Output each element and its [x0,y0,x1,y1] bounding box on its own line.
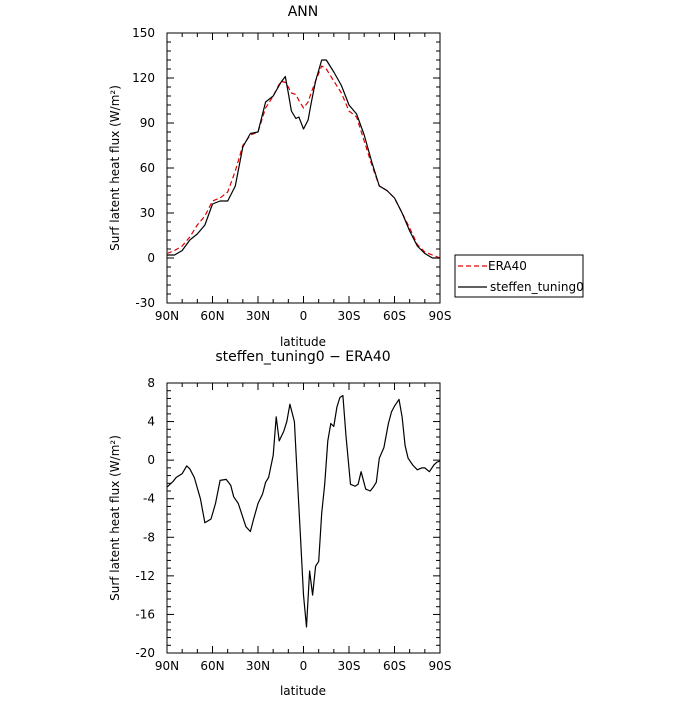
x-tick-label: 60S [383,659,406,673]
y-tick-label: -12 [135,569,155,583]
x-tick-label: 60N [200,309,224,323]
x-axis-label: latitude [280,335,326,349]
x-tick-label: 90N [155,659,179,673]
series-group [166,394,441,628]
x-tick-label: 60N [200,659,224,673]
y-ticks: -20 -16 -12 -8 -4 0 4 8 [135,376,440,660]
chart-title: ANN [288,4,319,20]
y-tick-label: 0 [147,251,155,265]
x-tick-label: 30S [338,309,361,323]
legend-label-steffen-tuning0: steffen_tuning0 [490,280,584,294]
x-ticks: 90N 60N 30N 0 30S 60S 90S [155,383,452,673]
x-tick-label: 90S [429,659,452,673]
series-line-difference [166,394,441,628]
series-line-era40 [166,65,441,259]
y-ticks: -30 0 30 60 90 120 150 [132,26,440,310]
plot-frame [166,32,441,304]
x-tick-label: 90S [429,309,452,323]
series-group [166,59,441,259]
plot-frame [166,382,441,654]
y-tick-label: 150 [132,26,155,40]
legend: ERA40 steffen_tuning0 [454,254,584,298]
x-tick-label: 30N [246,659,270,673]
y-axis-label: Surf latent heat flux (W/m²) [108,435,122,601]
x-tick-label: 0 [300,309,308,323]
legend-box [454,254,584,298]
y-tick-label: 90 [140,116,155,130]
x-axis-label: latitude [280,684,326,698]
x-tick-label: 90N [155,309,179,323]
y-axis-label: Surf latent heat flux (W/m²) [108,85,122,251]
x-tick-label: 0 [300,659,308,673]
chart-title: steffen_tuning0 − ERA40 [215,349,390,365]
y-tick-label: -30 [135,296,155,310]
x-tick-label: 60S [383,309,406,323]
y-tick-label: 8 [147,376,155,390]
y-tick-label: 30 [140,206,155,220]
y-tick-label: -8 [143,530,155,544]
panel-difference: steffen_tuning0 − ERA40 90N 60N 30N 0 30S 60S… [108,349,451,698]
x-tick-label: 30S [338,659,361,673]
y-tick-label: -4 [143,492,155,506]
x-tick-label: 30N [246,309,270,323]
y-tick-label: 60 [140,161,155,175]
x-ticks: 90N 60N 30N 0 30S 60S 90S [155,33,452,323]
y-tick-label: 4 [147,415,155,429]
y-tick-label: 120 [132,71,155,85]
y-tick-label: 0 [147,453,155,467]
legend-label-era40: ERA40 [488,259,527,273]
y-tick-label: -20 [135,646,155,660]
panel-annual-mean: ANN 90N 60N 30N 0 30S 60S 90S -30 0 30 60 90 120 150… [108,4,584,349]
series-line-steffen-tuning0 [167,59,440,259]
y-tick-label: -16 [135,607,155,621]
